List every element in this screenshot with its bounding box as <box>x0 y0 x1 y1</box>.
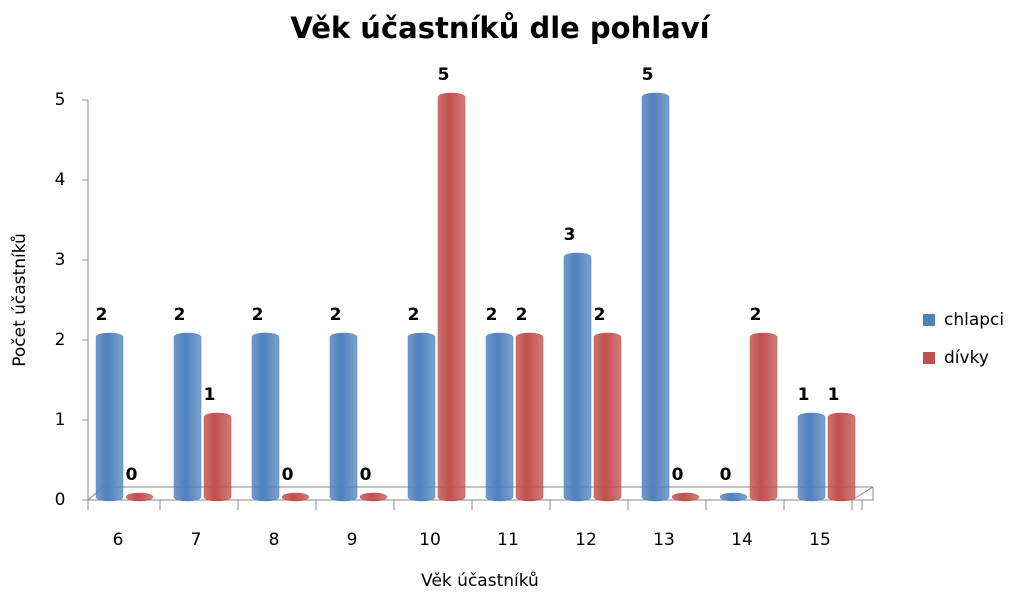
bar <box>95 332 124 502</box>
bar <box>593 332 622 502</box>
bar <box>407 332 436 502</box>
y-tick-label: 2 <box>55 330 66 350</box>
bar <box>749 332 778 502</box>
data-label: 2 <box>486 305 498 325</box>
data-label: 1 <box>798 385 810 405</box>
y-axis-label: Počet účastníků <box>10 233 30 367</box>
bar <box>329 332 358 502</box>
bar <box>827 412 856 502</box>
bar <box>797 412 826 502</box>
chart-title: Věk účastníků dle pohlaví <box>290 11 711 45</box>
bar <box>485 332 514 502</box>
data-label: 2 <box>408 305 420 325</box>
x-tick-label: 13 <box>653 530 675 550</box>
bar <box>173 332 202 502</box>
y-tick-label: 3 <box>55 250 66 270</box>
y-tick-label: 4 <box>55 170 66 190</box>
data-label: 0 <box>360 465 372 485</box>
legend-label: dívky <box>944 348 989 368</box>
bar <box>563 252 592 502</box>
data-label: 2 <box>174 305 186 325</box>
legend-label: chlapci <box>944 310 1004 330</box>
bar <box>641 92 670 502</box>
data-label: 2 <box>252 305 264 325</box>
bar <box>203 412 232 502</box>
data-label: 1 <box>204 385 216 405</box>
data-label: 1 <box>828 385 840 405</box>
x-tick-label: 14 <box>731 530 753 550</box>
data-label: 0 <box>126 465 138 485</box>
data-label: 2 <box>330 305 342 325</box>
data-label: 5 <box>642 65 654 85</box>
bar <box>515 332 544 502</box>
x-tick-label: 12 <box>575 530 597 550</box>
x-tick-label: 10 <box>419 530 441 550</box>
bar <box>251 332 280 502</box>
legend-swatch <box>923 314 935 326</box>
bar <box>359 492 388 502</box>
x-tick-label: 9 <box>347 530 358 550</box>
bar <box>671 492 700 502</box>
x-tick-label: 11 <box>497 530 519 550</box>
data-label: 0 <box>720 465 732 485</box>
bar <box>719 492 748 502</box>
bar <box>437 92 466 502</box>
data-label: 3 <box>564 225 576 245</box>
data-label: 2 <box>516 305 528 325</box>
data-label: 2 <box>594 305 606 325</box>
data-label: 5 <box>438 65 450 85</box>
data-label: 2 <box>96 305 108 325</box>
x-tick-label: 8 <box>269 530 280 550</box>
y-tick-label: 0 <box>55 490 66 510</box>
legend-swatch <box>923 352 935 364</box>
x-tick-label: 6 <box>113 530 124 550</box>
bar <box>281 492 310 502</box>
x-tick-label: 7 <box>191 530 202 550</box>
data-label: 0 <box>672 465 684 485</box>
data-label: 2 <box>750 305 762 325</box>
x-axis-label: Věk účastníků <box>421 571 539 591</box>
bar <box>125 492 154 502</box>
data-label: 0 <box>282 465 294 485</box>
y-tick-label: 5 <box>55 90 66 110</box>
y-tick-label: 1 <box>55 410 66 430</box>
x-tick-label: 15 <box>809 530 831 550</box>
